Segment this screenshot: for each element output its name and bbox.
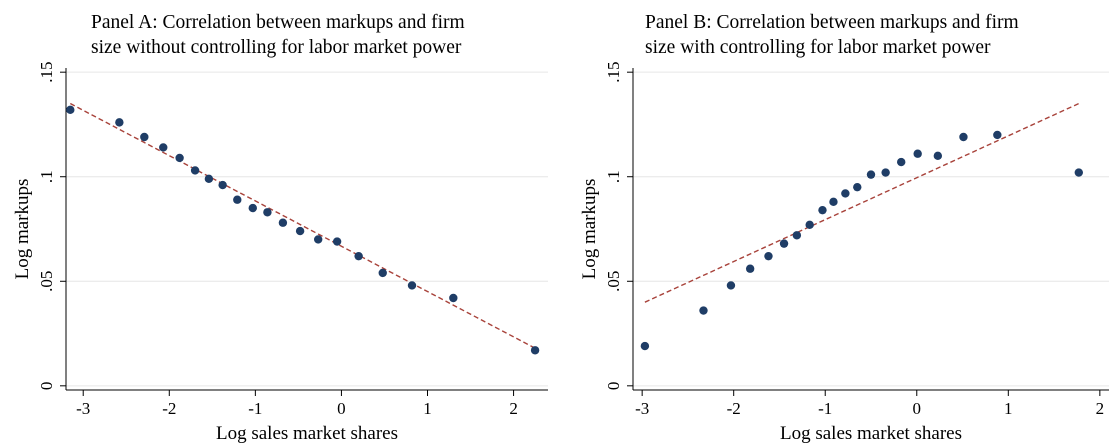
- panel-b-point-14: [897, 157, 906, 167]
- panel-a-y-axis-title: Log markups: [12, 179, 33, 280]
- panel-a-x-tick-label-2: -1: [248, 399, 262, 418]
- panel-a-y-tick-label-2: .1: [37, 170, 56, 183]
- panel-b-point-13: [881, 168, 890, 177]
- panel-b-point-15: [913, 149, 922, 158]
- panel-b-x-tick-label-5: 2: [1096, 399, 1105, 418]
- panel-a-point-4: [175, 153, 184, 163]
- panel-b-x-tick-label-1: -2: [727, 399, 741, 418]
- panel-a-title-line-2: size without controlling for labor marke…: [91, 37, 462, 58]
- panel-b: Panel B: Correlation between markups and…: [556, 0, 1111, 443]
- panel-b-point-9: [829, 197, 838, 207]
- panel-a-fit-line: [69, 102, 536, 349]
- panel-b-y-axis-title: Log markups: [579, 179, 600, 280]
- panel-a-point-15: [354, 251, 363, 261]
- panel-b-point-6: [792, 231, 802, 240]
- panel-a-point-0: [66, 105, 75, 115]
- panel-a-x-tick-label-0: -3: [76, 399, 90, 418]
- panel-b-point-4: [764, 251, 773, 261]
- panel-b-point-7: [805, 220, 814, 230]
- panel-b-plot: 0 .05 .1 .15 -3 -2 -1 0 1 2 Log sales market share…: [579, 62, 1109, 443]
- panel-a-plot: 0 .05 .1 .15 -3 -2 -1 0 1 2 Log sales market share…: [12, 62, 548, 443]
- panel-b-fit-line: [644, 102, 1080, 303]
- panel-b-point-18: [993, 130, 1002, 140]
- panel-b-point-5: [779, 239, 789, 248]
- panel-b-x-tick-label-0: -3: [635, 399, 649, 418]
- panel-a-point-5: [190, 166, 200, 175]
- panel-b-x-tick-label-3: 0: [913, 399, 922, 418]
- panel-a-point-9: [248, 203, 257, 213]
- panel-b-point-3: [745, 264, 755, 273]
- panel-a-y-tick-label-3: .15: [37, 62, 56, 83]
- panel-b-title-line-2: size with controlling for labor market p…: [645, 37, 991, 58]
- panel-b-point-16: [933, 151, 943, 161]
- panel-b-point-10: [841, 189, 850, 198]
- panel-b-point-17: [959, 132, 968, 142]
- panel-a-point-19: [530, 346, 540, 355]
- panel-a-y-tick-label-0: 0: [37, 382, 56, 391]
- panel-b-y-tick-label-1: .05: [604, 271, 623, 292]
- panel-a-x-tick-label-5: 2: [509, 399, 518, 418]
- panel-a: Panel A: Correlation between markups and…: [12, 10, 548, 443]
- panel-a-point-17: [407, 281, 417, 290]
- panel-a-x-axis-title: Log sales market shares: [216, 423, 398, 443]
- panel-b-point-1: [699, 306, 708, 315]
- panel-b-x-tick-label-4: 1: [1004, 399, 1013, 418]
- panel-b-point-2: [726, 281, 736, 290]
- panel-a-point-3: [159, 143, 168, 152]
- panel-a-point-10: [263, 208, 272, 217]
- panel-b-y-tick-label-2: .1: [604, 170, 623, 183]
- panel-b-point-11: [853, 182, 862, 192]
- panel-b-x-axis-title: Log sales market shares: [780, 423, 962, 443]
- panel-b-point-0: [640, 341, 650, 351]
- panel-a-point-2: [140, 132, 149, 142]
- panel-a-point-14: [332, 237, 342, 246]
- panel-a-point-13: [313, 235, 323, 244]
- panel-a-point-11: [278, 218, 288, 227]
- panel-b-y-tick-label-0: 0: [604, 382, 623, 391]
- panel-a-x-tick-label-4: 1: [423, 399, 432, 418]
- panel-a-x-tick-label-3: 0: [337, 399, 346, 418]
- panel-a-point-8: [233, 195, 242, 204]
- panel-b-title-line-1: Panel B: Correlation between markups and…: [645, 12, 1019, 33]
- panel-b-y-tick-label-3: .15: [604, 62, 623, 83]
- panel-b-point-8: [818, 205, 827, 215]
- panel-a-title-line-1: Panel A: Correlation between markups and…: [91, 12, 465, 33]
- panel-a-title: Panel A: Correlation between markups and…: [91, 10, 465, 60]
- panel-a-point-16: [378, 268, 387, 278]
- panel-a-point-12: [295, 226, 305, 236]
- panel-b-title: Panel B: Correlation between markups and…: [645, 10, 1019, 60]
- panel-a-point-18: [449, 293, 458, 303]
- panel-a-point-6: [204, 174, 214, 184]
- panel-b-x-tick-label-2: -1: [818, 399, 832, 418]
- panel-a-point-1: [115, 118, 124, 127]
- panel-a-point-7: [218, 180, 227, 190]
- panel-a-x-tick-label-1: -2: [162, 399, 176, 418]
- panel-b-point-19: [1074, 168, 1083, 177]
- panel-a-y-tick-label-1: .05: [37, 271, 56, 292]
- panel-b-point-12: [866, 170, 876, 179]
